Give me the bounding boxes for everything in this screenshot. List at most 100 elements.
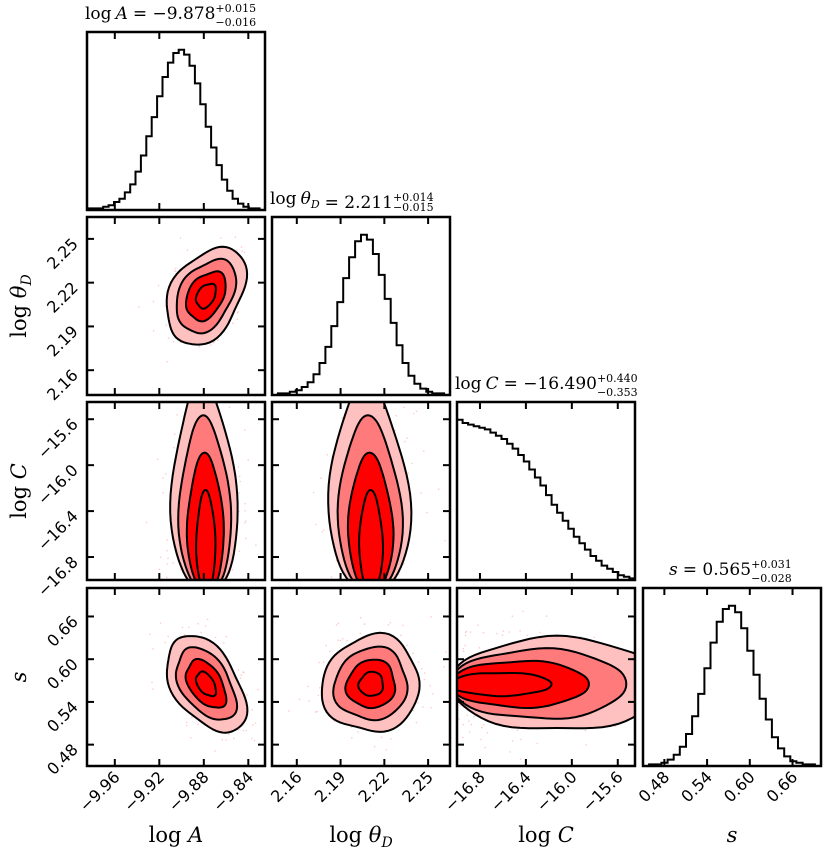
sample-point bbox=[238, 475, 241, 478]
sample-point bbox=[423, 450, 425, 453]
sample-point bbox=[417, 661, 420, 664]
panel-frame-3-2 bbox=[455, 586, 637, 768]
sample-point bbox=[156, 458, 159, 461]
x-tick-label: 2.22 bbox=[355, 767, 394, 806]
sample-point bbox=[398, 573, 400, 576]
text-layer: log A = −9.878+0.015 log θD = 2.211+0.014 log C… bbox=[7, 2, 801, 851]
x-tick-label: 2.19 bbox=[311, 767, 350, 806]
sample-point bbox=[217, 339, 219, 342]
sample-point bbox=[464, 644, 466, 647]
sample-point bbox=[173, 446, 175, 449]
histogram-s bbox=[643, 604, 821, 767]
sample-point bbox=[406, 644, 408, 647]
x-axis-label-logC: log C bbox=[518, 823, 574, 847]
sample-point bbox=[405, 273, 407, 275]
sample-point bbox=[337, 639, 340, 641]
title-minus-error: −0.028 bbox=[751, 572, 792, 585]
sample-point bbox=[231, 568, 234, 571]
sample-point bbox=[241, 250, 243, 252]
sample-point bbox=[430, 616, 432, 618]
sample-point bbox=[206, 618, 209, 621]
sample-point bbox=[468, 720, 470, 722]
y-tick-label: 2.22 bbox=[43, 278, 82, 317]
sample-point bbox=[360, 387, 362, 389]
panel-logthetaD-vs-logA bbox=[138, 217, 249, 363]
sample-point bbox=[225, 739, 227, 741]
sample-point bbox=[329, 650, 331, 653]
panel-frame-2-1 bbox=[270, 400, 452, 582]
sample-point bbox=[315, 523, 318, 526]
sample-point bbox=[228, 406, 231, 409]
sample-point bbox=[214, 636, 217, 639]
x-tick-label: −16.4 bbox=[487, 767, 535, 815]
sample-point bbox=[237, 310, 239, 313]
sample-point bbox=[415, 410, 418, 413]
sample-point bbox=[339, 639, 342, 642]
panel-frame-3-1 bbox=[270, 586, 452, 768]
sample-point bbox=[584, 729, 587, 732]
sample-point bbox=[502, 630, 505, 632]
sample-point bbox=[403, 563, 405, 565]
sample-point bbox=[188, 626, 190, 629]
x-tick-label: 2.16 bbox=[267, 767, 306, 806]
sample-point bbox=[325, 644, 328, 647]
line-layer bbox=[86, 48, 821, 767]
y-tick-label: 2.16 bbox=[43, 366, 82, 405]
sample-point bbox=[373, 344, 375, 346]
contour-0.5-sigma bbox=[457, 672, 553, 698]
sample-point bbox=[413, 271, 415, 273]
sample-point bbox=[257, 688, 259, 691]
y-axis-label-s: s bbox=[7, 671, 31, 682]
sample-point bbox=[221, 738, 224, 741]
x-tick-label: 0.48 bbox=[635, 767, 674, 806]
sample-point bbox=[145, 521, 148, 524]
sample-point bbox=[496, 632, 498, 635]
sample-point bbox=[220, 237, 222, 239]
sample-point bbox=[152, 648, 154, 650]
sample-point bbox=[245, 520, 247, 522]
sample-point bbox=[236, 312, 239, 314]
sample-point bbox=[239, 677, 242, 679]
panel-frame-0-0 bbox=[85, 30, 267, 212]
title-s: s = 0.565+0.031 bbox=[669, 558, 792, 580]
sample-point bbox=[639, 677, 641, 679]
sample-point bbox=[420, 492, 422, 494]
sample-point bbox=[420, 668, 423, 670]
sample-point bbox=[247, 459, 249, 461]
sample-point bbox=[411, 462, 413, 465]
sample-point bbox=[363, 623, 366, 625]
sample-point bbox=[387, 624, 390, 626]
panel-s-vs-logC bbox=[457, 610, 641, 760]
sample-point bbox=[204, 625, 207, 627]
sample-point bbox=[167, 557, 169, 560]
sample-point bbox=[198, 345, 200, 348]
sample-point bbox=[316, 710, 318, 713]
sample-point bbox=[342, 638, 344, 640]
y-tick-label: 0.66 bbox=[43, 612, 82, 651]
sample-point bbox=[227, 355, 229, 357]
sample-point bbox=[254, 722, 257, 724]
contour-0.5-sigma bbox=[194, 282, 217, 310]
sample-point bbox=[149, 633, 151, 635]
sample-point bbox=[152, 330, 155, 332]
sample-point bbox=[243, 251, 246, 254]
sample-point bbox=[402, 624, 404, 627]
sample-point bbox=[186, 724, 188, 727]
sample-point bbox=[465, 630, 468, 633]
sample-point bbox=[464, 634, 467, 637]
sample-point bbox=[152, 688, 154, 690]
sample-point bbox=[172, 562, 174, 564]
sample-point bbox=[176, 414, 178, 416]
sample-point bbox=[214, 750, 216, 752]
x-tick-label: −16.8 bbox=[441, 767, 489, 815]
sample-point bbox=[210, 344, 212, 346]
sample-point bbox=[400, 634, 402, 637]
sample-point bbox=[236, 318, 239, 321]
panel-s-vs-logthetaD bbox=[288, 616, 447, 761]
sample-point bbox=[308, 700, 310, 702]
sample-point bbox=[520, 738, 522, 741]
sample-point bbox=[430, 706, 432, 709]
sample-point bbox=[175, 270, 177, 273]
panel-frame-1-0 bbox=[85, 215, 267, 397]
sample-point bbox=[522, 610, 524, 613]
